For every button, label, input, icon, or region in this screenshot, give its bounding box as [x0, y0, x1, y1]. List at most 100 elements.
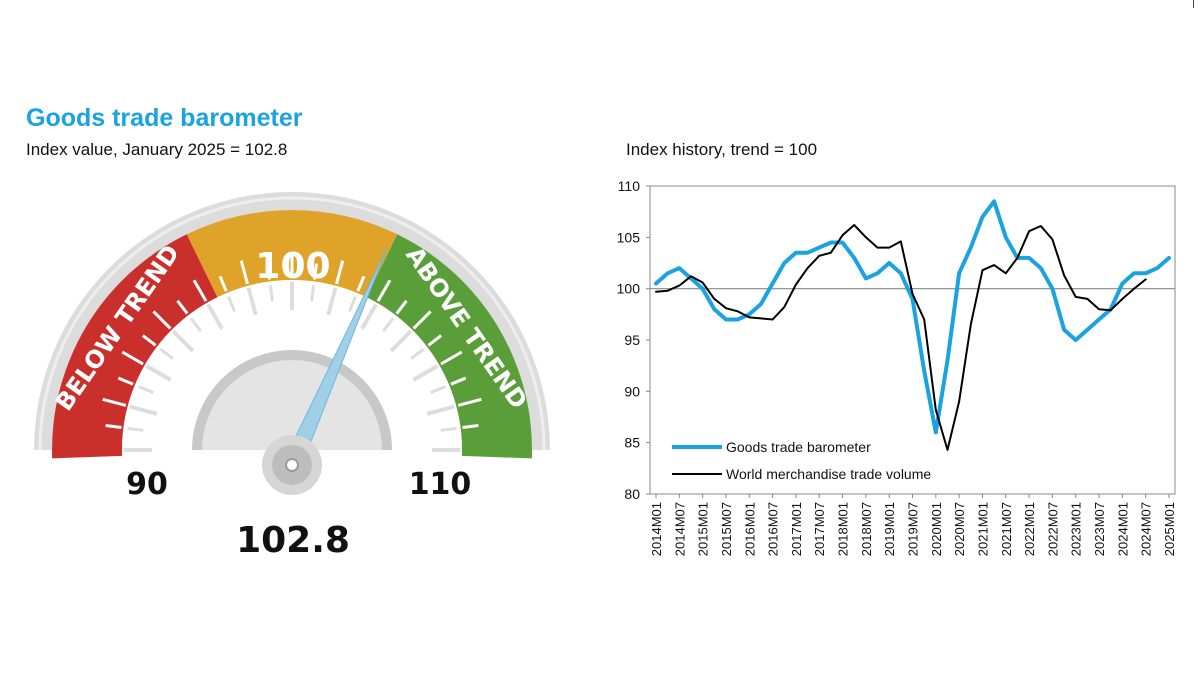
x-tick-label: 2017M01 [789, 502, 804, 556]
gauge-tick [218, 275, 228, 292]
gauge-zone-below-trend [52, 234, 218, 459]
gauge-tick [171, 329, 195, 353]
gauge-tick [450, 376, 467, 386]
x-tick-label: 2022M01 [1022, 502, 1037, 556]
legend: Goods trade barometer World merchandise t… [672, 439, 931, 482]
gauge-tick [121, 350, 144, 366]
x-tick-label: 2020M01 [929, 502, 944, 556]
gauge-tick [138, 385, 154, 394]
gauge-zone-trend [186, 210, 398, 298]
x-tick-label: 2015M01 [696, 502, 711, 556]
gauge-tick [395, 299, 408, 315]
gauge-tick [389, 329, 413, 353]
gauge-tick [356, 275, 366, 292]
gauge-outer-rim-highlight [38, 196, 546, 451]
x-tick-label: 2014M07 [672, 502, 687, 556]
gauge-tick [440, 350, 463, 366]
x-tick-label: 2019M07 [906, 502, 921, 556]
gauge-tick [312, 263, 319, 280]
y-tick-label: 85 [624, 435, 640, 451]
gauge-tick [430, 385, 446, 394]
x-tick-label: 2025M01 [1162, 502, 1177, 556]
gauge-inner-dial-face [202, 360, 382, 450]
x-tick-label: 2018M07 [859, 502, 874, 556]
gauge-tick [382, 317, 395, 332]
gauge-tick-band [122, 280, 462, 450]
gauge-tick [376, 279, 392, 302]
x-tick-label: 2019M01 [882, 502, 897, 556]
gauge-tick [192, 279, 208, 302]
gauge-tick [227, 296, 236, 312]
y-tick-label: 100 [617, 281, 641, 297]
gauge-tick [127, 426, 144, 432]
plot-area [649, 185, 1176, 495]
x-tick-label: 2016M01 [742, 502, 757, 556]
gauge-tick [176, 299, 189, 315]
gauge-tick [440, 426, 457, 432]
gauge-tick [141, 334, 157, 347]
barometer-gauge: 100 BELOW TREND ABOVE TREND 90 110 102.8 [34, 192, 550, 561]
gauge-tick [310, 285, 316, 302]
series-line-world-merchandise-trade-volume [655, 224, 1147, 451]
x-axis: 2014M01 2014M07 2015M01 2015M07 2016M01 2016M… [649, 494, 1177, 556]
gauge-tick [360, 303, 378, 330]
gauge-tick [189, 317, 202, 332]
gauge-tick [268, 285, 274, 302]
x-tick-label: 2016M07 [766, 502, 781, 556]
gauge-tick [265, 263, 272, 280]
gauge-tick [412, 364, 439, 382]
gauge-tick [159, 347, 174, 360]
gauge-tick [410, 347, 425, 360]
y-axis: 80 85 90 95 100 105 110 [617, 178, 650, 502]
x-tick-label: 2022M07 [1045, 502, 1060, 556]
gauge-tick [129, 404, 158, 416]
gauge-tick [246, 287, 258, 316]
y-tick-label: 80 [624, 486, 640, 502]
gauge-tick [105, 423, 122, 430]
gauge-tick [152, 310, 172, 330]
gauge-tick [462, 423, 479, 430]
y-tick-label: 105 [617, 229, 641, 245]
y-tick-label: 95 [624, 332, 640, 348]
gauge-trend-label: 100 [255, 246, 330, 287]
legend-label: World merchandise trade volume [726, 466, 931, 482]
gauge-tick [348, 296, 357, 312]
gauge-subtitle: Index value, January 2025 = 102.8 [26, 140, 288, 159]
gauge-tick [117, 376, 134, 386]
gauge-max-label: 110 [409, 467, 472, 502]
gauge-value-label: 102.8 [236, 520, 350, 561]
gauge-tick [206, 303, 224, 330]
y-tick-label: 90 [624, 383, 640, 399]
gauge-tick [239, 260, 249, 285]
gauge-tick [457, 397, 482, 407]
gauge-tick [102, 397, 127, 407]
gauge-tick [426, 404, 455, 416]
gauge-tick [427, 334, 443, 347]
gauge-tick [145, 364, 172, 382]
x-tick-label: 2020M07 [952, 502, 967, 556]
x-tick-label: 2014M01 [649, 502, 664, 556]
x-tick-label: 2021M01 [975, 502, 990, 556]
x-tick-label: 2015M07 [719, 502, 734, 556]
x-tick-label: 2024M01 [1115, 502, 1130, 556]
gauge-tick [412, 310, 432, 330]
legend-label: Goods trade barometer [726, 439, 871, 455]
y-tick-label: 110 [618, 178, 641, 194]
x-tick-label: 2018M01 [836, 502, 851, 556]
gauge-tick [335, 260, 345, 285]
gauge-hub-center [285, 458, 299, 472]
x-tick-label: 2021M07 [999, 502, 1014, 556]
x-tick-label: 2017M07 [812, 502, 827, 556]
x-tick-label: 2023M01 [1069, 502, 1084, 556]
series-line-goods-trade-barometer [654, 199, 1171, 435]
gauge-tick [326, 287, 338, 316]
gauge-ticks [102, 254, 482, 452]
gauge-zone-above-trend [366, 234, 533, 459]
page-title: Goods trade barometer [26, 104, 303, 132]
corner-mark [1193, 0, 1194, 8]
x-tick-label: 2024M07 [1139, 502, 1154, 556]
chart-title: Index history, trend = 100 [626, 140, 818, 159]
gauge-min-label: 90 [126, 467, 168, 502]
x-tick-label: 2023M07 [1092, 502, 1107, 556]
